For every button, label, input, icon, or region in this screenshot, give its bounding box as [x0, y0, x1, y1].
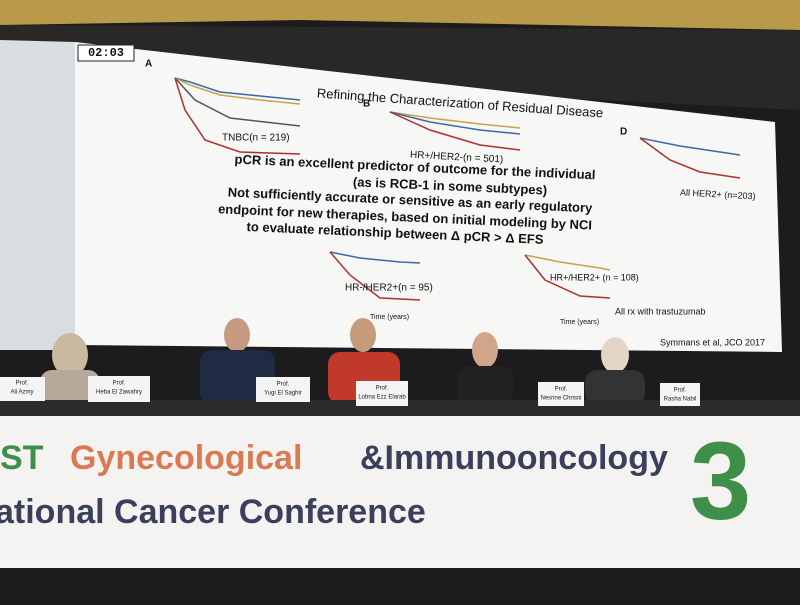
banner-word: Gynecological	[70, 439, 302, 477]
curve-label: HR-/HER2+(n = 95)	[345, 283, 433, 294]
curve-label: HR+/HER2-(n = 501)	[410, 150, 504, 166]
nameplate-name: Yugi El Saghir	[264, 391, 302, 397]
nameplate	[0, 377, 45, 401]
banner-logo: 3	[690, 420, 751, 543]
banner-word: ST	[0, 439, 44, 477]
nameplate	[88, 376, 150, 402]
banner-word: &Immunooncology	[360, 439, 668, 477]
nameplate	[256, 377, 310, 402]
ceiling	[0, 0, 800, 30]
nameplate-name: Lobna Ezz Elarab	[358, 395, 406, 401]
nameplates: Prof. Ali Azmy Prof. Heba El Zawahry Pro…	[0, 376, 700, 406]
nameplate-title: Prof.	[277, 382, 290, 388]
nameplate-name: Rasha Nabil	[664, 397, 697, 403]
panel-label: A	[145, 59, 152, 70]
nameplate	[356, 381, 408, 406]
timer-box	[77, 44, 135, 62]
nameplate-title: Prof.	[376, 386, 389, 392]
panel-label: D	[620, 127, 627, 138]
plots	[174, 77, 741, 301]
table	[0, 400, 800, 418]
axis-label: Time (years)	[370, 314, 409, 321]
banner	[0, 416, 800, 568]
nameplate-title: Prof.	[113, 381, 126, 387]
side-screen	[0, 40, 75, 350]
nameplate	[538, 382, 584, 406]
banner-text: ST Gynecological &Immunooncology ational…	[0, 420, 751, 543]
nameplate	[660, 383, 700, 406]
nameplate-name: Nesrine Chrisni	[540, 396, 581, 402]
nameplate-title: Prof.	[555, 387, 568, 393]
note: All rx with trastuzumab	[615, 306, 706, 316]
banner-line: ational Cancer Conference	[0, 493, 426, 531]
timer: 02:03	[88, 46, 124, 60]
nameplate-name: Ali Azmy	[10, 390, 33, 396]
nameplate-title: Prof.	[16, 381, 29, 387]
curve-label: All HER2+ (n=203)	[680, 187, 756, 201]
nameplate-name: Heba El Zawahry	[96, 390, 142, 396]
curve-label: TNBC(n = 219)	[222, 133, 290, 144]
citation: Symmans et al, JCO 2017	[660, 337, 765, 347]
screen	[75, 42, 782, 352]
axis-label: Time (years)	[560, 319, 599, 326]
nameplate-title: Prof.	[674, 388, 687, 394]
ceiling-shadow	[0, 25, 800, 110]
curve-label: HR+/HER2+ (n = 108)	[550, 272, 639, 282]
panel-label: B	[363, 99, 370, 110]
